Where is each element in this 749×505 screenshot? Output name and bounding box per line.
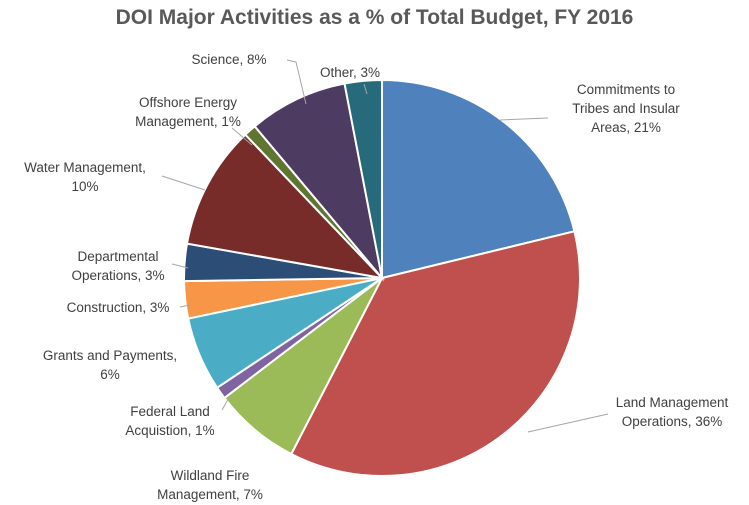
slice-label: Land Management Operations, 36% [616,395,729,429]
slice-label-line: Acquistion, 1% [125,423,214,438]
leader-line [231,127,253,146]
slice-label: Construction, 3% [67,300,170,315]
slice-label-line: Grants and Payments, [43,348,177,363]
slice-label: Grants and Payments, 6% [43,348,177,382]
slice-label-line: 10% [71,179,98,194]
pie-slice-commitments-to-tribes-and-insular-areas [381,78,576,280]
slice-label-line: Commitments to [577,82,675,97]
slice-label-line: Operations, 3% [71,268,164,283]
slice-label-line: Construction, 3% [67,300,170,315]
leader-line [161,175,206,191]
leader-line [499,117,549,121]
leader-line [286,59,307,105]
pie-slice-other [343,78,383,279]
slice-label: Science, 8% [191,52,266,67]
slice-label-line: Operations, 36% [622,414,723,429]
slice-label-line: Science, 8% [191,52,266,67]
slice-label-line: Water Management, [24,160,146,175]
slice-label-line: Tribes and Insular [572,101,680,116]
slice-label-line: Land Management [616,395,729,410]
slice-label-line: 6% [100,367,120,382]
leader-line [527,413,609,433]
slice-label: Offshore Energy Management, 1% [135,95,241,129]
slice-label: Water Management, 10% [24,160,146,194]
slice-label: Commitments to Tribes and Insular Areas, 2… [572,82,680,135]
slice-label-line: Management, 1% [135,114,241,129]
slice-label: Departmental Operations, 3% [71,249,164,283]
leader-line [171,263,189,269]
leader-line [179,304,191,308]
chart-title: DOI Major Activities as a % of Total Bud… [115,6,634,29]
slice-label-line: Offshore Energy [139,95,237,110]
slice-label-line: Wildland Fire [171,468,250,483]
slice-label-line: Other, 3% [320,65,380,80]
pie-slice-water-management [185,133,385,280]
slice-label: Wildland Fire Management, 7% [157,468,263,502]
slice-label-line: Areas, 21% [591,120,661,135]
slice-label-line: Departmental [77,249,158,264]
pie-slice-science [253,82,384,282]
pie-slice-land-management-operations [289,230,582,477]
slice-label-line: Federal Land [130,404,210,419]
slice-label: Other, 3% [320,65,380,80]
slice-label: Federal Land Acquistion, 1% [125,404,214,438]
leader-line [221,395,231,411]
leader-line [363,83,368,95]
slice-label-line: Management, 7% [157,487,263,502]
